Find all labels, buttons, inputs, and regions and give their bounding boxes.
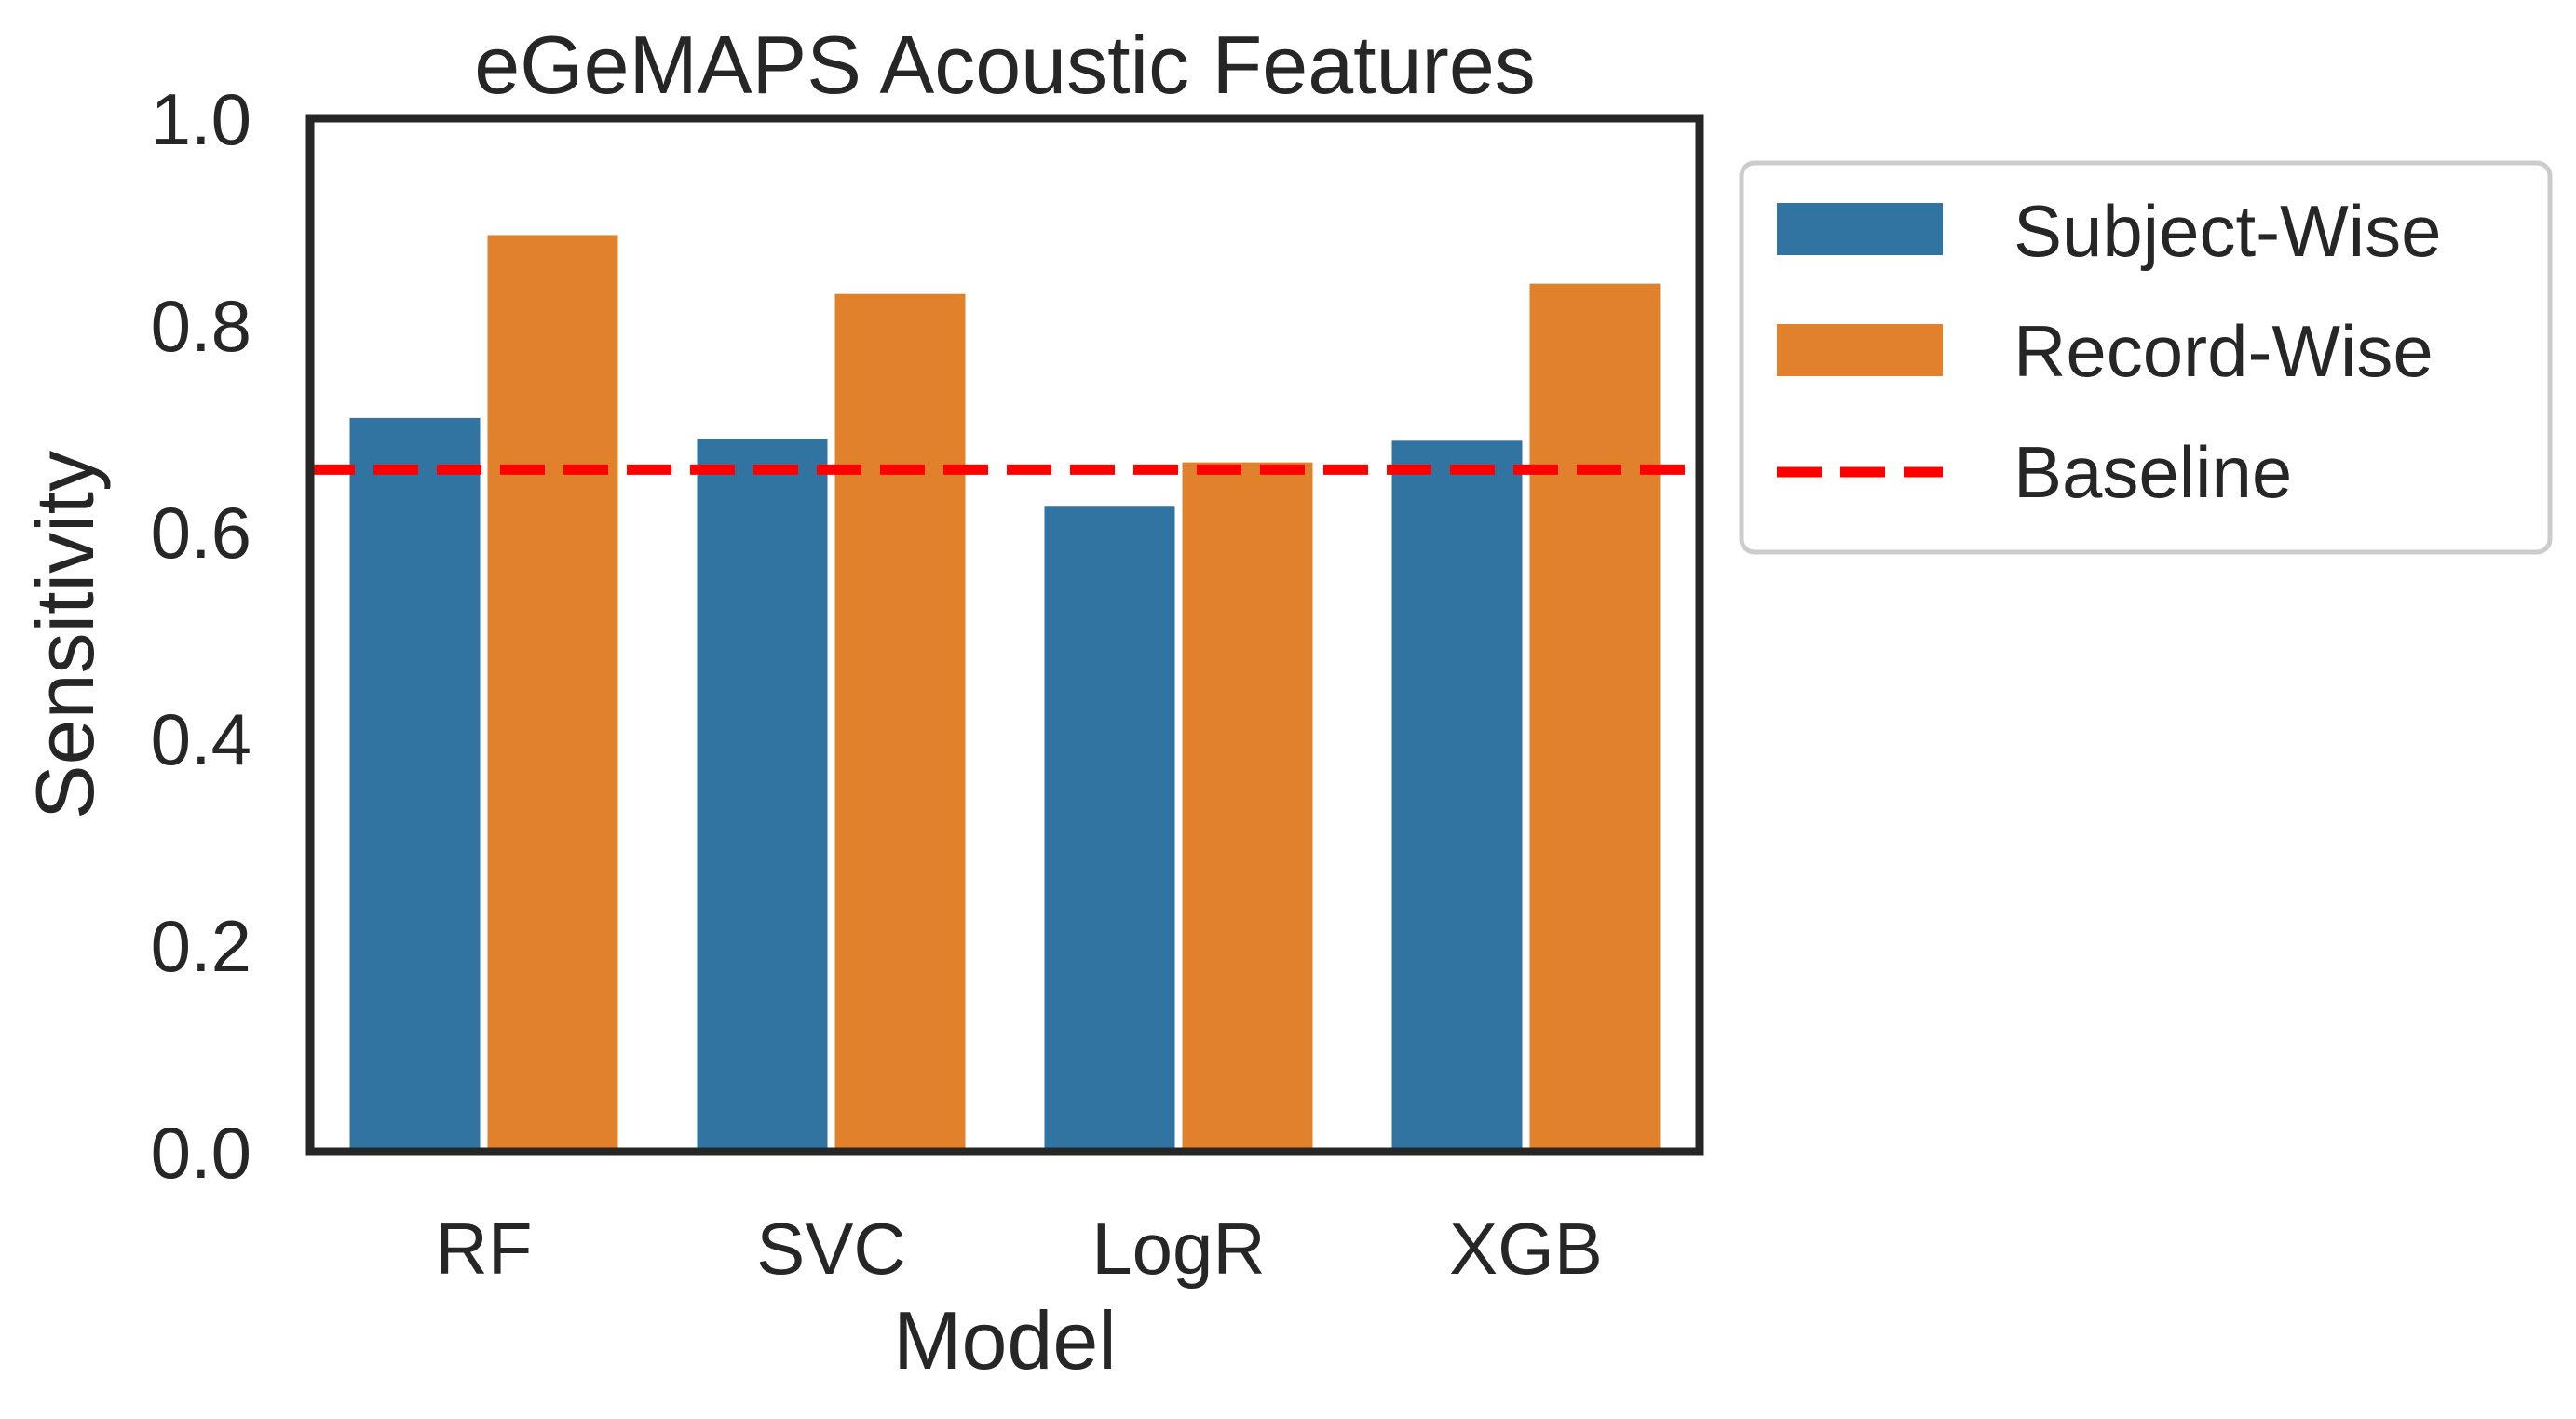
bar-record-wise-xgb [1529,283,1661,1153]
y-tick-label: 0.4 [151,698,251,780]
legend-label-record-wise: Record-Wise [2013,310,2434,392]
legend-label-subject-wise: Subject-Wise [2013,190,2441,272]
legend-swatch-record-wise [1777,324,1943,376]
bar-record-wise-logr [1182,462,1313,1152]
bars-group [349,235,1661,1153]
y-tick-label: 0.8 [151,285,251,367]
x-tick-label-rf: RF [436,1208,533,1290]
chart-title: eGeMAPS Acoustic Features [474,19,1536,111]
bar-subject-wise-xgb [1391,440,1523,1152]
bar-subject-wise-svc [697,439,828,1153]
y-axis-ticks: 0.0 0.2 0.4 0.6 0.8 1.0 [151,78,251,1194]
y-tick-label: 0.6 [151,492,251,574]
legend: Subject-Wise Record-Wise Baseline [1739,160,2553,555]
bar-subject-wise-rf [349,417,481,1152]
legend-box [1739,160,2553,555]
plot-frame [305,114,1704,1156]
x-tick-label-svc: SVC [756,1208,905,1290]
y-tick-label: 0.2 [151,905,251,987]
x-tick-label-logr: LogR [1091,1208,1265,1290]
y-axis-label: Sensitivity [19,451,111,819]
bar-subject-wise-logr [1044,506,1175,1152]
y-tick-label: 1.0 [151,78,251,160]
bar-record-wise-svc [834,293,966,1152]
bar-record-wise-rf [487,235,618,1152]
x-axis-label: Model [893,1294,1117,1386]
y-tick-label: 0.0 [151,1112,251,1194]
legend-label-baseline: Baseline [2013,431,2292,513]
x-tick-label-xgb: XGB [1449,1208,1603,1290]
legend-swatch-subject-wise [1777,203,1943,255]
x-axis-ticks: RF SVC LogR XGB [436,1208,1603,1290]
